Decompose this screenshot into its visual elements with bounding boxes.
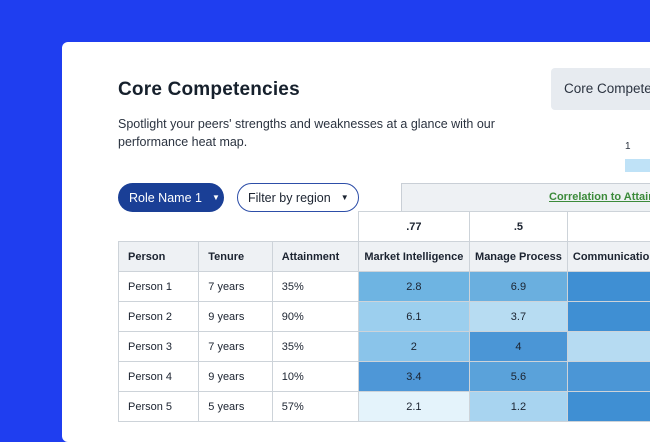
legend-min-label: 1 [625, 141, 631, 152]
heat-cell: 2.8 [358, 272, 469, 302]
table-row[interactable]: Person 4 9 years 10% 3.4 5.6 [119, 362, 650, 392]
column-header-attainment[interactable]: Attainment [272, 242, 358, 272]
column-header-manage-process[interactable]: Manage Process [469, 242, 567, 272]
table-row[interactable]: Person 5 5 years 57% 2.1 1.2 [119, 392, 650, 422]
table-header-row: Person Tenure Attainment Market Intellig… [119, 242, 650, 272]
person-cell: Person 1 [119, 272, 199, 302]
attainment-cell: 57% [272, 392, 358, 422]
table-row[interactable]: Person 1 7 years 35% 2.8 6.9 [119, 272, 650, 302]
heatmap-table: .77 .5 Person Tenure Attainment Market I… [118, 211, 650, 422]
person-cell: Person 3 [119, 332, 199, 362]
correlation-value [567, 212, 650, 242]
section-description: Spotlight your peers' strengths and weak… [118, 115, 528, 151]
heat-cell: 6.1 [358, 302, 469, 332]
tenure-cell: 7 years [199, 332, 273, 362]
attainment-cell: 35% [272, 332, 358, 362]
heat-cell [567, 332, 650, 362]
heat-cell: 4 [469, 332, 567, 362]
person-cell: Person 5 [119, 392, 199, 422]
person-cell: Person 4 [119, 362, 199, 392]
table-row[interactable]: Person 3 7 years 35% 2 4 [119, 332, 650, 362]
competencies-card: Core Competencies Spotlight your peers' … [62, 42, 650, 442]
person-cell: Person 2 [119, 302, 199, 332]
attainment-cell: 10% [272, 362, 358, 392]
tenure-cell: 5 years [199, 392, 273, 422]
heat-cell: 3.7 [469, 302, 567, 332]
section-title: Core Competencies [118, 79, 300, 101]
heat-cell: 1.2 [469, 392, 567, 422]
heat-cell: 2.1 [358, 392, 469, 422]
tenure-cell: 9 years [199, 302, 273, 332]
heat-cell [567, 362, 650, 392]
tenure-cell: 7 years [199, 272, 273, 302]
column-header-communication[interactable]: Communication [567, 242, 650, 272]
region-filter-button[interactable]: Filter by region ▼ [237, 183, 359, 212]
column-header-person[interactable]: Person [119, 242, 199, 272]
correlation-link[interactable]: Correlation to Attainment [549, 191, 650, 203]
heat-cell: 6.9 [469, 272, 567, 302]
core-competencies-tab[interactable]: Core Competencies [551, 68, 650, 110]
table-row[interactable]: Person 2 9 years 90% 6.1 3.7 [119, 302, 650, 332]
heat-cell [567, 302, 650, 332]
heat-cell [567, 392, 650, 422]
heat-cell: 5.6 [469, 362, 567, 392]
heat-cell [567, 272, 650, 302]
region-filter-label: Filter by region [248, 191, 331, 205]
attainment-cell: 35% [272, 272, 358, 302]
role-filter-button[interactable]: Role Name 1 ▼ [118, 183, 224, 212]
correlation-row: .77 .5 [119, 212, 650, 242]
role-filter-label: Role Name 1 [129, 191, 202, 205]
legend-color-bar [625, 159, 650, 172]
chevron-down-icon: ▼ [341, 194, 349, 202]
correlation-header: Correlation to Attainment [401, 183, 650, 211]
heat-cell: 3.4 [358, 362, 469, 392]
column-header-tenure[interactable]: Tenure [199, 242, 273, 272]
correlation-value: .5 [469, 212, 567, 242]
column-header-market-intelligence[interactable]: Market Intelligence [358, 242, 469, 272]
correlation-value: .77 [358, 212, 469, 242]
heat-cell: 2 [358, 332, 469, 362]
tenure-cell: 9 years [199, 362, 273, 392]
attainment-cell: 90% [272, 302, 358, 332]
chevron-down-icon: ▼ [212, 194, 220, 202]
